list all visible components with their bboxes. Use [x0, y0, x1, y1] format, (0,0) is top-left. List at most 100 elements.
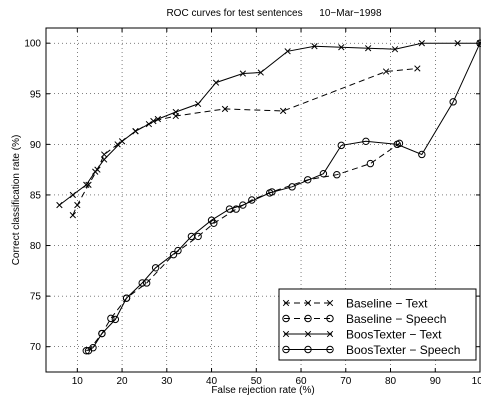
data-point-o-marker	[82, 347, 90, 355]
legend-item: Baseline − Speech	[282, 312, 446, 326]
data-point-x-marker	[172, 108, 179, 116]
data-point-x-marker	[145, 120, 153, 128]
data-point-o-marker	[239, 201, 247, 209]
data-point-o-marker	[337, 141, 345, 150]
data-point-x-marker	[239, 70, 247, 77]
data-point-x-marker	[69, 191, 76, 199]
data-point-x-marker	[282, 330, 290, 338]
series-layer	[56, 39, 481, 355]
data-point-o-marker	[98, 329, 106, 338]
data-point-x-marker	[284, 48, 291, 55]
data-point-o-marker	[207, 216, 216, 224]
ticks: 10 20 30 40 50 60 70 80 90 100 70 75 80 85 90 95 100	[24, 28, 481, 387]
legend-label: Baseline − Text	[346, 297, 428, 311]
grid	[46, 28, 481, 372]
data-point-o-marker	[107, 314, 115, 323]
data-point-o-marker	[282, 314, 290, 323]
y-tick-label: 75	[30, 292, 42, 303]
data-point-o-marker	[282, 345, 290, 354]
data-point-x-marker	[101, 156, 108, 163]
legend-label: BoosTexter − Speech	[346, 343, 460, 357]
y-tick-label: 80	[30, 241, 42, 252]
data-point-x-marker	[83, 181, 90, 188]
x-tick-label: 40	[206, 376, 218, 387]
data-point-o-marker	[326, 314, 334, 323]
data-point-o-marker	[111, 315, 120, 324]
data-point-x-marker	[101, 151, 108, 158]
data-point-o-marker	[266, 189, 274, 197]
data-point-x-marker	[304, 330, 312, 338]
x-tick-label: 50	[251, 376, 263, 387]
data-point-x-marker	[326, 299, 334, 307]
data-point-x-marker	[454, 40, 461, 47]
data-point-x-marker	[194, 100, 202, 108]
data-point-x-marker	[338, 44, 345, 51]
data-point-o-marker	[89, 344, 97, 352]
data-point-x-marker	[257, 69, 264, 76]
data-point-x-marker	[69, 212, 76, 219]
data-point-x-marker	[92, 168, 99, 175]
y-tick-label: 90	[30, 140, 42, 151]
data-point-x-marker	[311, 43, 318, 50]
y-tick-label: 100	[24, 39, 41, 50]
data-point-x-marker	[221, 105, 229, 113]
data-point-x-marker	[212, 79, 220, 86]
data-point-o-marker	[326, 345, 334, 354]
legend-item: BoosTexter − Speech	[282, 343, 460, 357]
data-point-x-marker	[114, 141, 121, 148]
x-tick-label: 20	[116, 376, 128, 387]
data-point-o-marker	[304, 314, 312, 323]
data-point-o-marker	[362, 137, 370, 146]
data-point-x-marker	[476, 40, 481, 47]
y-tick-label: 70	[30, 342, 42, 353]
legend-label: Baseline − Speech	[346, 312, 446, 326]
x-tick-label: 60	[295, 376, 307, 387]
data-point-x-marker	[418, 40, 425, 47]
data-point-x-marker	[364, 45, 372, 52]
data-point-x-marker	[132, 128, 139, 135]
data-point-o-marker	[393, 140, 401, 149]
data-point-o-marker	[187, 232, 196, 241]
legend-item: BoosTexter − Text	[282, 328, 442, 342]
y-tick-label: 85	[30, 190, 42, 201]
legend-item: Baseline − Text	[282, 297, 428, 311]
x-tick-label: 100	[472, 376, 481, 387]
data-point-o-marker	[333, 171, 341, 179]
data-point-x-marker	[304, 299, 312, 307]
data-point-o-marker	[288, 183, 296, 191]
data-point-x-marker	[391, 46, 399, 53]
data-point-o-marker	[225, 205, 234, 213]
series-line	[88, 142, 400, 352]
data-point-x-marker	[414, 65, 421, 72]
data-point-o-marker	[142, 279, 151, 287]
data-point-o-marker	[304, 176, 312, 184]
data-point-o-marker	[151, 264, 160, 272]
data-point-o-marker	[476, 39, 481, 47]
x-tick-label: 80	[385, 376, 397, 387]
data-point-x-marker	[279, 107, 287, 115]
data-point-o-marker	[169, 250, 178, 259]
data-point-x-marker	[118, 138, 126, 145]
data-point-o-marker	[122, 294, 131, 302]
y-tick-label: 95	[30, 89, 42, 100]
legend-box	[278, 288, 477, 361]
data-point-x-marker	[85, 181, 92, 188]
x-tick-label: 30	[161, 376, 173, 387]
legend-label: BoosTexter − Text	[346, 328, 442, 342]
series-line	[59, 42, 480, 206]
y-axis-label: Correct classification rate (%)	[11, 135, 22, 266]
x-tick-label: 90	[430, 376, 442, 387]
data-point-x-marker	[56, 201, 63, 209]
series-4	[82, 39, 481, 355]
series-3	[56, 40, 481, 209]
data-point-x-marker	[326, 330, 334, 338]
chart-title: ROC curves for test sentences 10−Mar−199…	[166, 8, 382, 19]
series-line	[86, 42, 481, 352]
data-point-o-marker	[138, 279, 146, 287]
x-tick-label: 10	[72, 376, 84, 387]
data-point-x-marker	[154, 115, 162, 123]
data-point-o-marker	[449, 98, 457, 106]
